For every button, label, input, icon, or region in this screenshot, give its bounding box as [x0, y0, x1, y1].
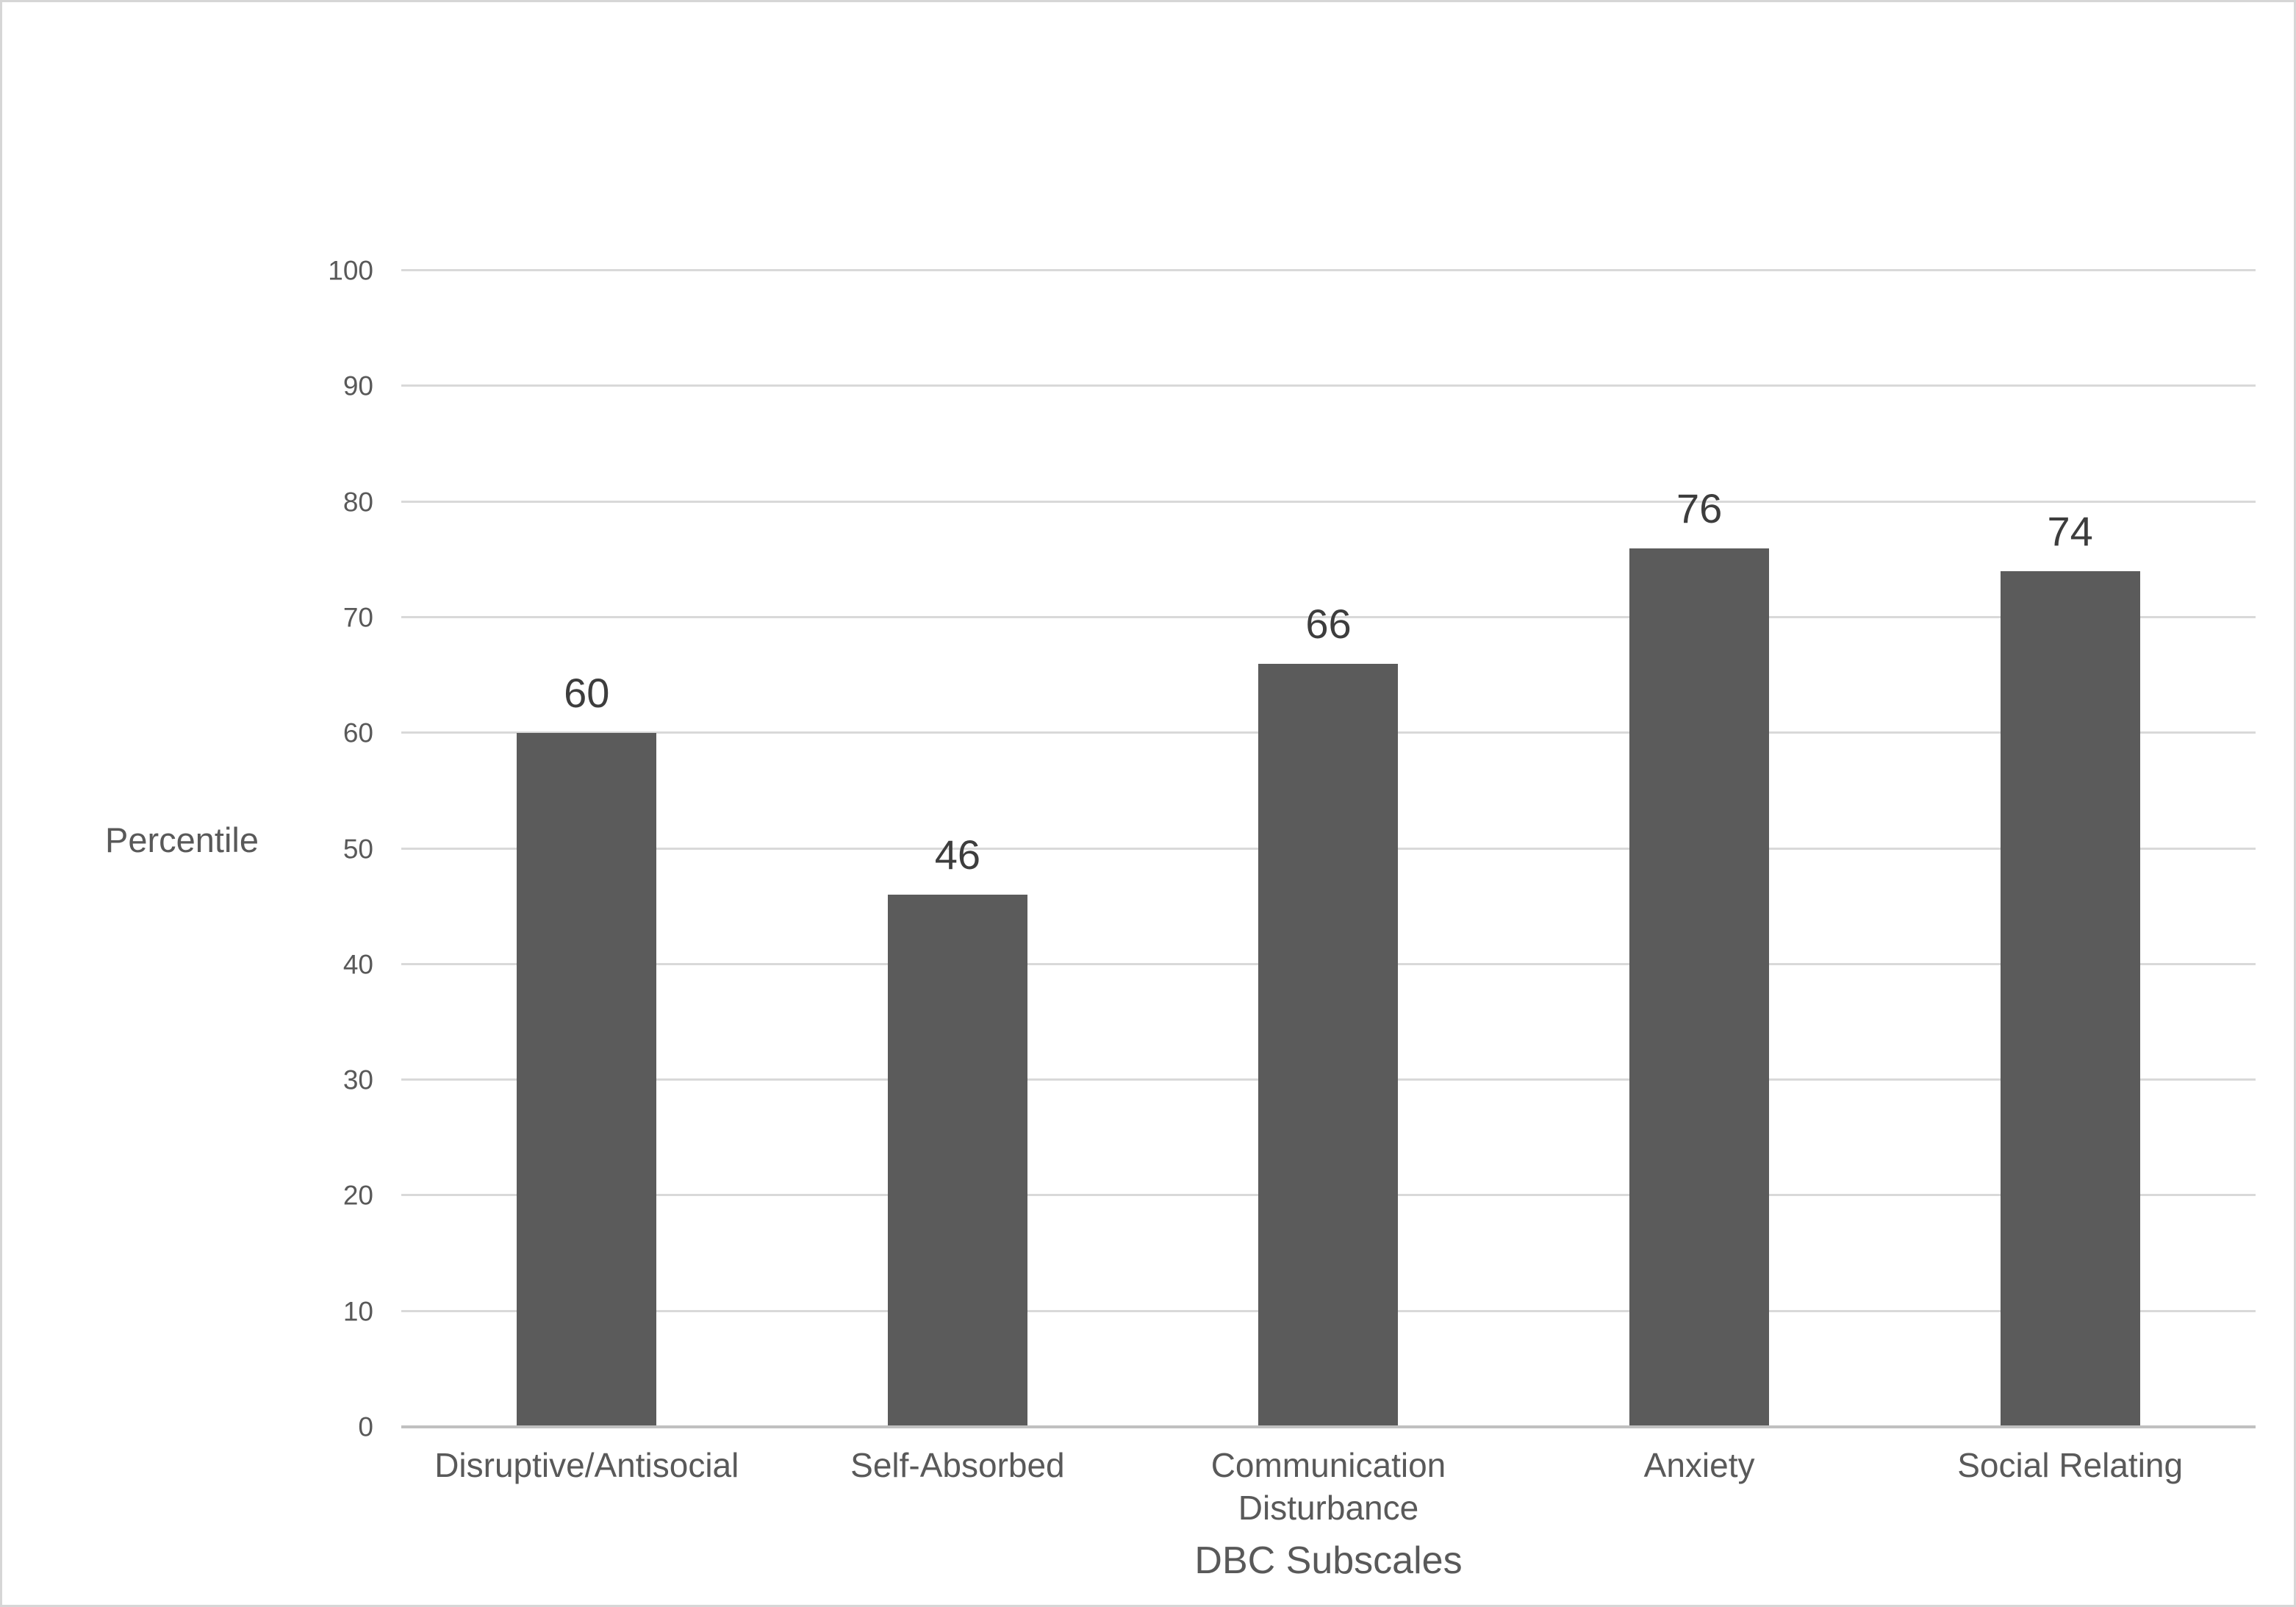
bar — [1629, 548, 1770, 1427]
bar — [2000, 570, 2140, 1427]
y-tick-label: 80 — [342, 487, 373, 518]
bar — [1258, 663, 1399, 1427]
x-axis-labels: Disruptive/Antisocial Self-Absorbed Commun… — [401, 1445, 2256, 1529]
bar-slot: 76 — [1514, 271, 1885, 1427]
y-tick-label: 70 — [342, 602, 373, 633]
y-tick-label: 60 — [342, 717, 373, 748]
y-tick-label: 20 — [342, 1180, 373, 1211]
x-category-label: Social Relating — [1957, 1446, 2184, 1484]
bar — [887, 895, 1027, 1427]
x-category-label: Disruptive/Antisocial — [434, 1446, 739, 1484]
bar-value-label: 66 — [1305, 600, 1352, 647]
x-category-label: Self-Absorbed — [850, 1446, 1065, 1484]
x-category-label: Communication Disturbance — [1210, 1446, 1446, 1527]
bar-slot: 74 — [1884, 271, 2256, 1427]
bar-slot: 66 — [1143, 271, 1514, 1427]
y-tick-label: 0 — [358, 1411, 373, 1442]
gridline — [401, 615, 2256, 618]
bar-slot: 46 — [772, 271, 1144, 1427]
y-tick-label: 10 — [342, 1296, 373, 1327]
gridline — [401, 269, 2256, 271]
x-category-label: Anxiety — [1643, 1446, 1755, 1484]
y-tick-label: 40 — [342, 949, 373, 980]
gridline — [401, 384, 2256, 387]
x-axis-title: DBC Subscales — [1194, 1539, 1463, 1582]
bar-value-label: 60 — [564, 670, 610, 717]
bar-value-label: 46 — [934, 831, 981, 878]
bar-slot: 60 — [401, 271, 772, 1427]
plot-area: 0 10 20 30 40 50 60 70 80 90 100 60 46 66 76 74 — [328, 257, 2256, 1441]
gridline — [401, 500, 2256, 503]
y-tick-label: 50 — [342, 834, 373, 864]
bar-value-label: 76 — [1676, 484, 1723, 532]
y-tick-label: 100 — [328, 255, 373, 286]
y-tick-label: 90 — [342, 371, 373, 401]
bar — [517, 733, 657, 1427]
y-tick-label: 30 — [342, 1064, 373, 1095]
y-axis-title: Percentile — [105, 820, 259, 859]
bar-value-label: 74 — [2047, 507, 2093, 554]
x-axis-line — [401, 1425, 2256, 1428]
